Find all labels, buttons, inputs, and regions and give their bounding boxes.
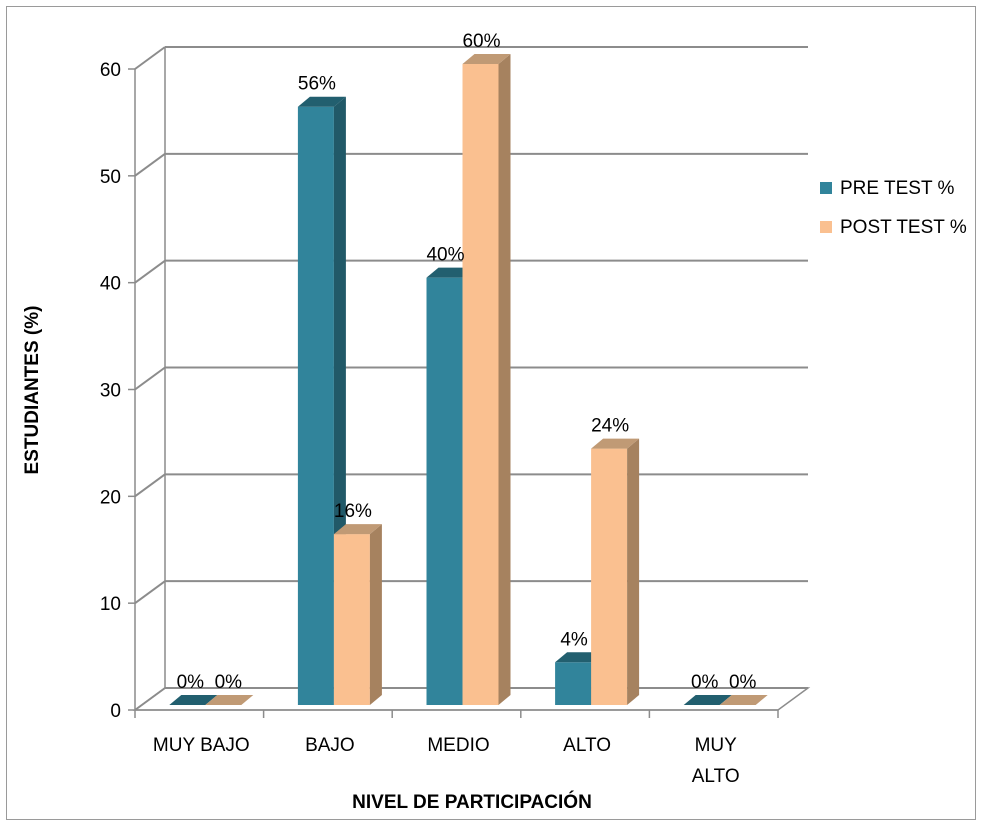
bar-side-face — [498, 54, 511, 705]
bar-top-face — [205, 695, 254, 705]
y-tick-label-40: 40 — [100, 274, 121, 295]
bar-post-2 — [462, 54, 511, 705]
gridline-connector-50 — [134, 153, 166, 177]
y-tick-label-30: 30 — [100, 381, 121, 402]
axes: 0 10 20 30 40 50 60 — [100, 60, 779, 722]
y-tick-label-20: 20 — [100, 487, 121, 508]
legend: PRE TEST % POST TEST % — [820, 178, 967, 238]
bar-post-0 — [205, 695, 254, 705]
gridline-connector-20 — [134, 473, 166, 498]
labels: MUY BAJO BAJO MEDIO ALTO MUY ALTO 0% 56% 40% 4% 0%… — [153, 31, 757, 787]
data-label-pre-2: 40% — [426, 245, 464, 266]
bar-top-face — [683, 695, 732, 705]
bar-pre-4 — [683, 695, 732, 705]
bar-top-face — [462, 54, 511, 64]
bar-post-1 — [333, 524, 382, 705]
bar-front-face — [555, 662, 592, 705]
bar-front-face — [426, 277, 463, 705]
data-label-post-0: 0% — [215, 672, 243, 693]
bar-top-face — [297, 96, 346, 107]
bar-top-face — [719, 695, 768, 705]
category-label-2: MEDIO — [427, 735, 489, 756]
category-label-4: MUY ALTO — [692, 735, 740, 787]
bar-top-face — [169, 695, 218, 705]
gridline-connector-10 — [134, 580, 166, 604]
data-label-pre-1: 56% — [298, 74, 336, 95]
bar-front-face — [462, 64, 499, 705]
bar-top-face — [591, 438, 640, 449]
bar-post-4 — [719, 695, 768, 705]
bar-top-face — [333, 524, 382, 535]
y-tick-label-0: 0 — [110, 701, 121, 722]
legend-swatch-post-test — [820, 221, 832, 233]
bar-side-face — [627, 438, 640, 705]
category-label-1: BAJO — [305, 735, 355, 756]
legend-label-pre-test: PRE TEST % — [840, 178, 954, 199]
data-label-post-3: 24% — [591, 416, 629, 437]
legend-label-post-test: POST TEST % — [840, 217, 967, 238]
bar-post-3 — [591, 438, 640, 705]
y-tick-label-50: 50 — [100, 167, 121, 188]
gridline-connector-30 — [134, 366, 166, 391]
data-label-post-4: 0% — [729, 672, 757, 693]
data-label-pre-3: 4% — [560, 629, 588, 650]
bar-front-face — [333, 534, 370, 705]
y-axis-title: ESTUDIANTES (%) — [22, 306, 43, 475]
bar-front-face — [591, 448, 628, 705]
bar-pre-0 — [169, 695, 218, 705]
bar-front-face — [297, 106, 334, 705]
x-axis-title: NIVEL DE PARTICIPACIÓN — [352, 791, 592, 813]
bars — [169, 54, 768, 705]
gridline-connector-60 — [134, 46, 166, 70]
data-label-post-2: 60% — [462, 31, 500, 52]
legend-swatch-pre-test — [820, 182, 832, 194]
data-label-pre-0: 0% — [177, 672, 205, 693]
y-tick-label-60: 60 — [100, 60, 121, 81]
gridline-connector-40 — [134, 259, 166, 284]
data-label-post-1: 16% — [334, 501, 372, 522]
category-label-3: ALTO — [563, 735, 611, 756]
y-tick-label-10: 10 — [100, 594, 121, 615]
category-label-0: MUY BAJO — [153, 735, 250, 756]
bar-side-face — [369, 524, 382, 705]
data-label-pre-4: 0% — [691, 672, 719, 693]
